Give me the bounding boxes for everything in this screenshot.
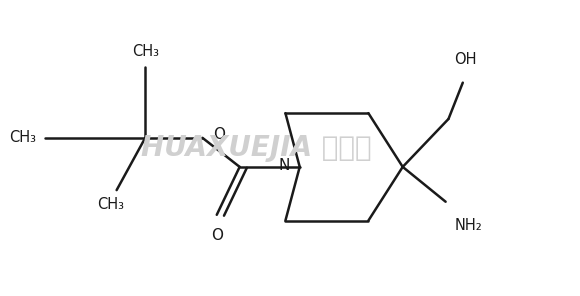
- Text: N: N: [278, 158, 289, 173]
- Text: O: O: [213, 127, 225, 142]
- Text: O: O: [211, 228, 223, 243]
- Text: OH: OH: [454, 52, 477, 67]
- Text: NH₂: NH₂: [454, 218, 482, 233]
- Text: CH₃: CH₃: [132, 44, 159, 59]
- Text: CH₃: CH₃: [97, 197, 124, 212]
- Text: HUAXUEJIA 化学加: HUAXUEJIA 化学加: [142, 134, 372, 162]
- Text: CH₃: CH₃: [9, 130, 37, 145]
